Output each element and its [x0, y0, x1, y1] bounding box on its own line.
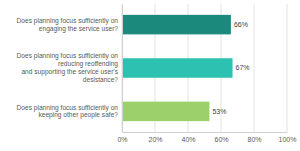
x-tick-label: 20%	[148, 136, 162, 143]
y-tick: Does planning focus sufficiently onkeepi…	[17, 104, 122, 120]
y-axis-line	[122, 5, 123, 133]
y-tick-label: Does planning focus sufficiently onengag…	[17, 17, 119, 33]
bar	[122, 102, 209, 122]
data-labels: 66% 67% 53%	[212, 21, 249, 115]
y-tick-label-line: desistance?	[83, 76, 119, 83]
y-tick-label-line: keeping other people safe?	[38, 111, 118, 119]
x-axis: 0% 20% 40% 60% 80% 100%	[117, 132, 296, 143]
y-tick-label-line: engaging the service user?	[39, 25, 119, 33]
x-tick: 0%	[117, 132, 127, 143]
x-tick: 60%	[214, 132, 228, 143]
x-axis-line	[123, 132, 288, 133]
y-tick: Does planning focus sufficiently onreduc…	[17, 52, 122, 82]
data-label: 53%	[212, 108, 226, 115]
grid-line	[287, 4, 288, 132]
x-tick-label: 60%	[214, 136, 228, 143]
x-tick-label: 80%	[247, 136, 261, 143]
y-tick-label: Does planning focus sufficiently onreduc…	[17, 52, 119, 82]
x-tick-label: 0%	[117, 136, 127, 143]
grid-line	[122, 4, 123, 132]
y-tick-label-line: reducing reoffending	[58, 60, 118, 68]
y-tick-label: Does planning focus sufficiently onkeepi…	[17, 104, 119, 120]
grid-line	[254, 4, 255, 132]
x-tick: 40%	[181, 132, 195, 143]
y-tick: Does planning focus sufficiently onengag…	[17, 17, 122, 33]
data-label: 66%	[234, 21, 248, 28]
x-tick-label: 40%	[181, 136, 195, 143]
y-axis: Does planning focus sufficiently onengag…	[17, 5, 123, 133]
grid	[122, 4, 287, 132]
bars	[122, 15, 233, 121]
data-label: 67%	[236, 64, 250, 71]
x-tick-label: 100%	[279, 136, 297, 143]
bar	[122, 58, 233, 78]
y-tick-label-line: Does planning focus sufficiently on	[17, 104, 119, 112]
y-tick-label-line: Does planning focus sufficiently on	[17, 52, 119, 60]
y-tick-label-line: and supporting the service user's	[21, 68, 118, 76]
bar	[122, 15, 231, 35]
x-tick: 20%	[148, 132, 162, 143]
chart: 0% 20% 40% 60% 80% 100% Does planning focus su…	[0, 0, 300, 151]
x-tick: 80%	[247, 132, 261, 143]
x-tick: 100%	[279, 132, 297, 143]
y-tick-label-line: Does planning focus sufficiently on	[17, 17, 119, 25]
